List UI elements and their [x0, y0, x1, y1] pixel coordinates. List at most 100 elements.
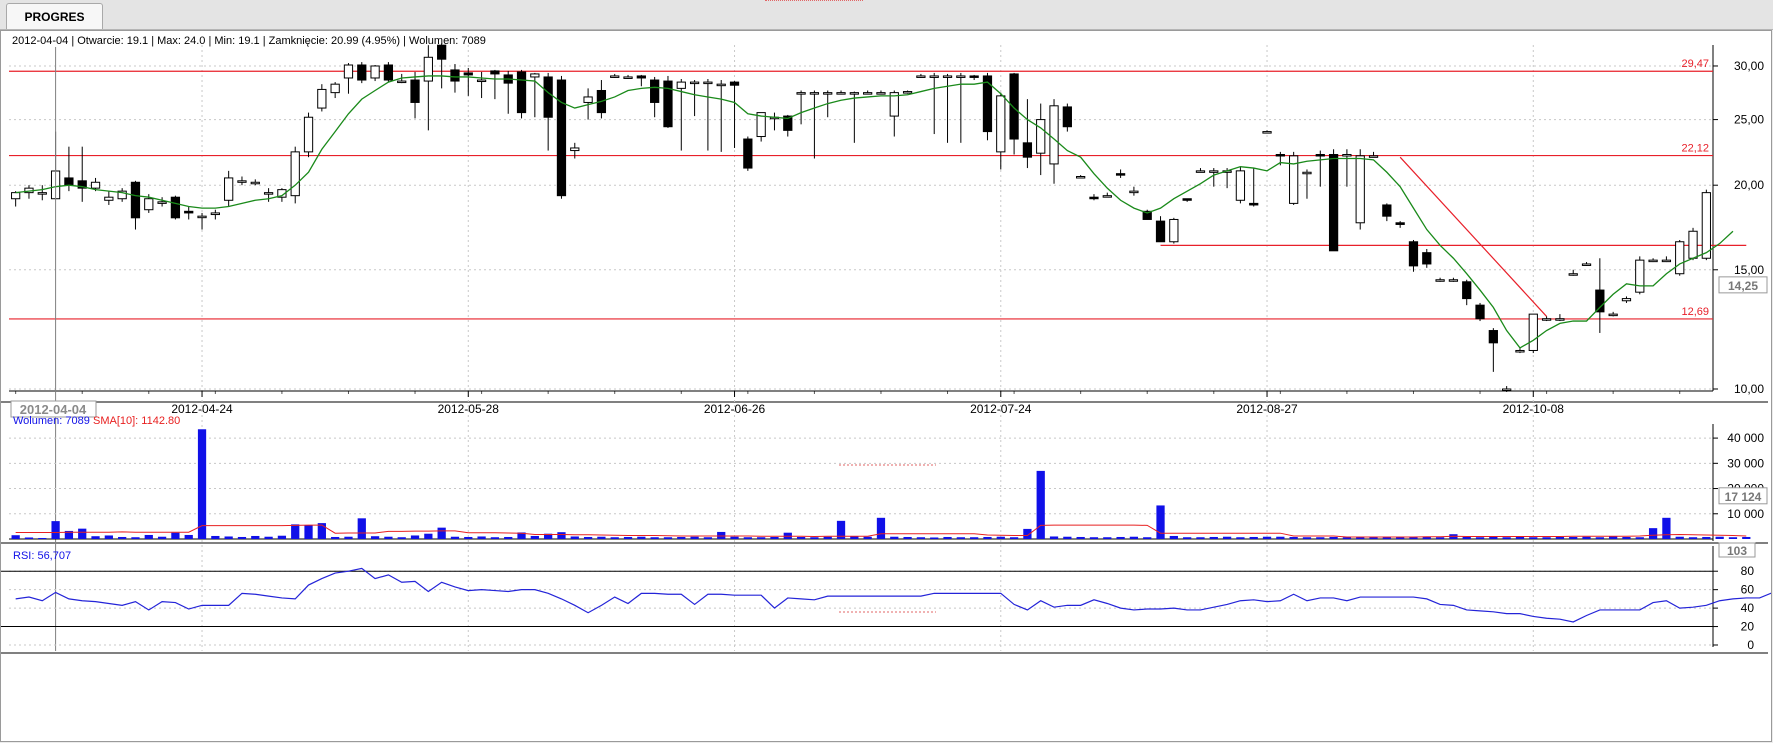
volume-bar	[1356, 536, 1365, 539]
volume-bar	[1169, 535, 1178, 539]
price-candle	[676, 79, 686, 151]
x-tick-label: 2012-06-26	[704, 402, 766, 416]
rsi-y-tick-label: 20	[1741, 620, 1755, 634]
candle-body	[1062, 106, 1072, 128]
volume-bar	[1555, 536, 1565, 539]
ohlc-info-bar: 2012-04-04 | Otwarcie: 19.1 | Max: 24.0 …	[12, 35, 486, 47]
candle-body	[490, 70, 500, 75]
price-candle	[263, 188, 274, 202]
price-candle	[1036, 103, 1046, 176]
candle-body	[1515, 349, 1525, 353]
volume-bar	[823, 536, 832, 539]
volume-bar	[597, 536, 606, 539]
candle-body	[11, 192, 21, 200]
candle-body	[942, 75, 953, 78]
candle-body	[37, 192, 47, 195]
price-candle	[104, 191, 114, 205]
volume-bar	[157, 536, 167, 539]
price-y-tick-label: 10,00	[1734, 382, 1764, 396]
volume-bar	[1023, 528, 1032, 539]
candle-body	[1595, 289, 1605, 313]
price-candle	[1262, 130, 1272, 134]
volume-bar	[1222, 536, 1232, 539]
price-candle	[1595, 258, 1605, 333]
volume-bar	[384, 536, 393, 539]
price-candle	[849, 91, 859, 143]
price-candle	[1462, 279, 1472, 306]
price-candle	[37, 185, 47, 201]
price-candle	[1435, 277, 1445, 282]
candle-body	[929, 75, 939, 78]
price-candle	[1475, 302, 1485, 322]
price-candle	[1129, 186, 1139, 196]
candle-body	[423, 56, 433, 82]
price-candle	[410, 71, 420, 119]
candle-body	[1195, 170, 1206, 173]
candle-body	[157, 201, 167, 204]
volume-bar	[623, 536, 633, 539]
volume-bar	[1183, 537, 1192, 539]
price-candle	[916, 73, 926, 78]
candle-body	[1235, 170, 1246, 201]
volume-bar	[703, 537, 713, 539]
candle-body	[982, 75, 993, 133]
price-candle	[1408, 239, 1419, 272]
price-candle	[1169, 217, 1179, 244]
price-candle	[1422, 248, 1432, 268]
candle-body	[1435, 279, 1445, 282]
candle-body	[1169, 218, 1179, 243]
candle-body	[996, 95, 1006, 153]
x-tick-label: 2012-10-08	[1503, 402, 1565, 416]
chart-area[interactable]: 2012-04-24 2012-05-28 2012-06-26 2012-07-24…	[0, 30, 1772, 742]
volume-bar	[943, 536, 952, 539]
volume-bar	[1249, 536, 1258, 539]
volume-bar	[610, 537, 619, 539]
volume-legend: Wolumen: 7089	[13, 415, 90, 427]
price-candle	[530, 72, 540, 118]
price-candle	[1675, 239, 1685, 276]
volume-bar	[1143, 537, 1152, 539]
volume-bar	[1595, 537, 1604, 539]
candle-body	[636, 75, 646, 79]
volume-bar	[836, 520, 846, 539]
volume-bar	[1675, 536, 1684, 539]
volume-bar	[197, 429, 207, 539]
x-tick-label: 2012-08-27	[1236, 402, 1298, 416]
candle-body	[383, 64, 394, 81]
volume-bar	[1369, 537, 1378, 539]
candle-body	[1448, 279, 1459, 282]
rsi-legend: RSI: 56,707	[13, 550, 71, 562]
price-candle	[1555, 314, 1565, 322]
candle-body	[916, 75, 926, 78]
price-candle	[357, 62, 367, 84]
candle-body	[1249, 202, 1259, 206]
volume-bar	[1236, 537, 1245, 539]
volume-last-value-box	[1718, 487, 1768, 505]
volume-bar	[1196, 537, 1205, 539]
candle-body	[1368, 155, 1379, 158]
price-candle	[716, 80, 726, 152]
price-candle	[130, 180, 141, 230]
candle-body	[556, 79, 567, 197]
volume-bar	[1156, 505, 1165, 539]
volume-bar	[317, 523, 326, 539]
price-candle	[1515, 347, 1525, 354]
rsi-last-value-label: 103	[1727, 544, 1747, 558]
horizontal-level-label: 12,69	[1681, 306, 1709, 318]
price-candle	[1355, 149, 1365, 230]
chart-canvas[interactable]: 2012-04-24 2012-05-28 2012-06-26 2012-07-24…	[1, 31, 1771, 741]
volume-bar	[1688, 537, 1698, 539]
x-tick-label: 2012-07-24	[970, 402, 1032, 416]
volume-bar	[730, 536, 739, 539]
volume-bar	[1502, 537, 1511, 539]
price-candle	[383, 62, 394, 83]
tab-progres[interactable]: PROGRES	[6, 3, 103, 29]
volume-bar	[1702, 536, 1711, 539]
candle-body	[516, 71, 527, 114]
candle-body	[1262, 131, 1272, 134]
tab-bar: PROGRES	[0, 0, 1773, 30]
candle-body	[290, 151, 300, 197]
price-y-tick-label: 15,00	[1734, 263, 1764, 277]
volume-bar	[570, 536, 579, 539]
candle-body	[237, 180, 247, 183]
